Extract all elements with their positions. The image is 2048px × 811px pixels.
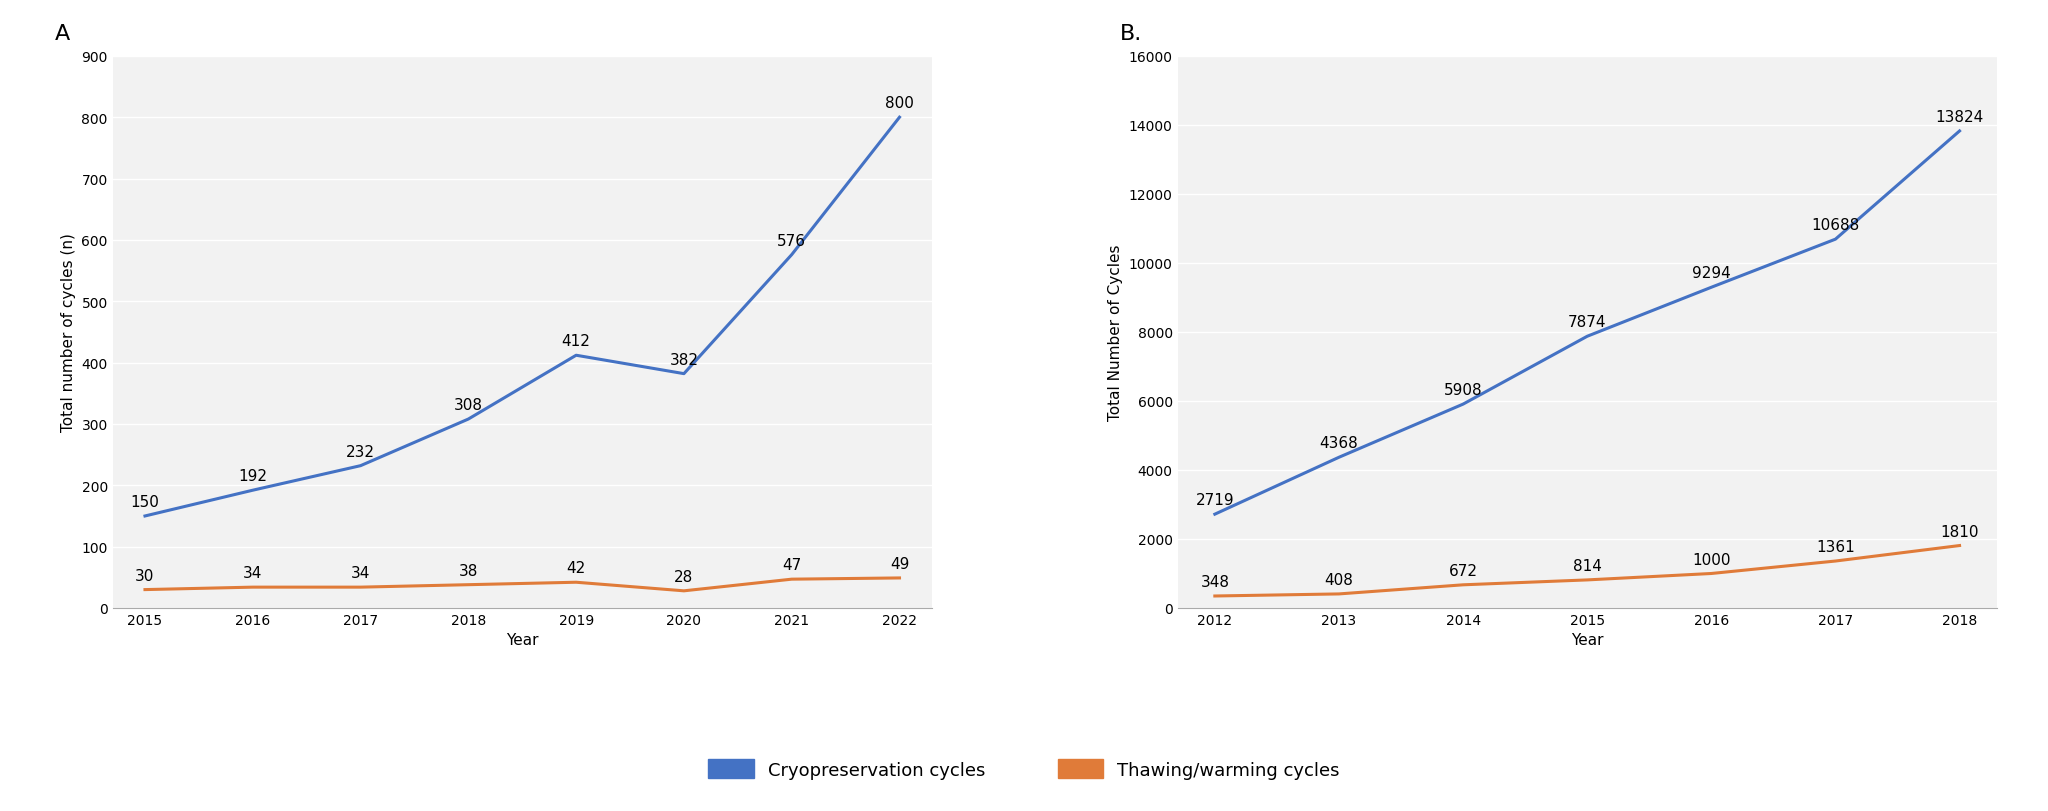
Text: 13824: 13824 — [1935, 109, 1985, 125]
Text: 30: 30 — [135, 568, 156, 583]
Text: 7874: 7874 — [1569, 315, 1606, 330]
Text: 49: 49 — [889, 556, 909, 571]
Text: 308: 308 — [455, 397, 483, 413]
Text: 28: 28 — [674, 569, 694, 584]
Text: 4368: 4368 — [1319, 436, 1358, 451]
Text: 5908: 5908 — [1444, 383, 1483, 397]
X-axis label: Year: Year — [506, 633, 539, 648]
Text: 34: 34 — [244, 565, 262, 581]
Text: 576: 576 — [776, 234, 807, 248]
Text: A: A — [55, 24, 70, 44]
Text: 348: 348 — [1200, 574, 1229, 590]
Text: B.: B. — [1120, 24, 1143, 44]
Text: 1810: 1810 — [1939, 524, 1978, 539]
Y-axis label: Total number of cycles (n): Total number of cycles (n) — [61, 234, 76, 431]
Text: 1000: 1000 — [1692, 551, 1731, 567]
Text: 2719: 2719 — [1196, 492, 1235, 508]
Text: 34: 34 — [350, 565, 371, 581]
X-axis label: Year: Year — [1571, 633, 1604, 648]
Text: 1361: 1361 — [1817, 539, 1855, 555]
Text: 10688: 10688 — [1810, 218, 1860, 233]
Text: 814: 814 — [1573, 558, 1602, 573]
Text: 382: 382 — [670, 352, 698, 367]
Text: 47: 47 — [782, 557, 801, 573]
Text: 800: 800 — [885, 97, 913, 111]
Text: 38: 38 — [459, 563, 477, 578]
Text: 42: 42 — [567, 560, 586, 576]
Text: 150: 150 — [131, 495, 160, 509]
Text: 412: 412 — [561, 334, 590, 349]
Text: 232: 232 — [346, 444, 375, 459]
Text: 408: 408 — [1325, 573, 1354, 587]
Text: 9294: 9294 — [1692, 266, 1731, 281]
Text: 672: 672 — [1448, 563, 1477, 578]
Text: 192: 192 — [238, 469, 268, 483]
Y-axis label: Total Number of Cycles: Total Number of Cycles — [1108, 244, 1122, 421]
Legend: Cryopreservation cycles, Thawing/warming cycles: Cryopreservation cycles, Thawing/warming… — [700, 752, 1348, 786]
